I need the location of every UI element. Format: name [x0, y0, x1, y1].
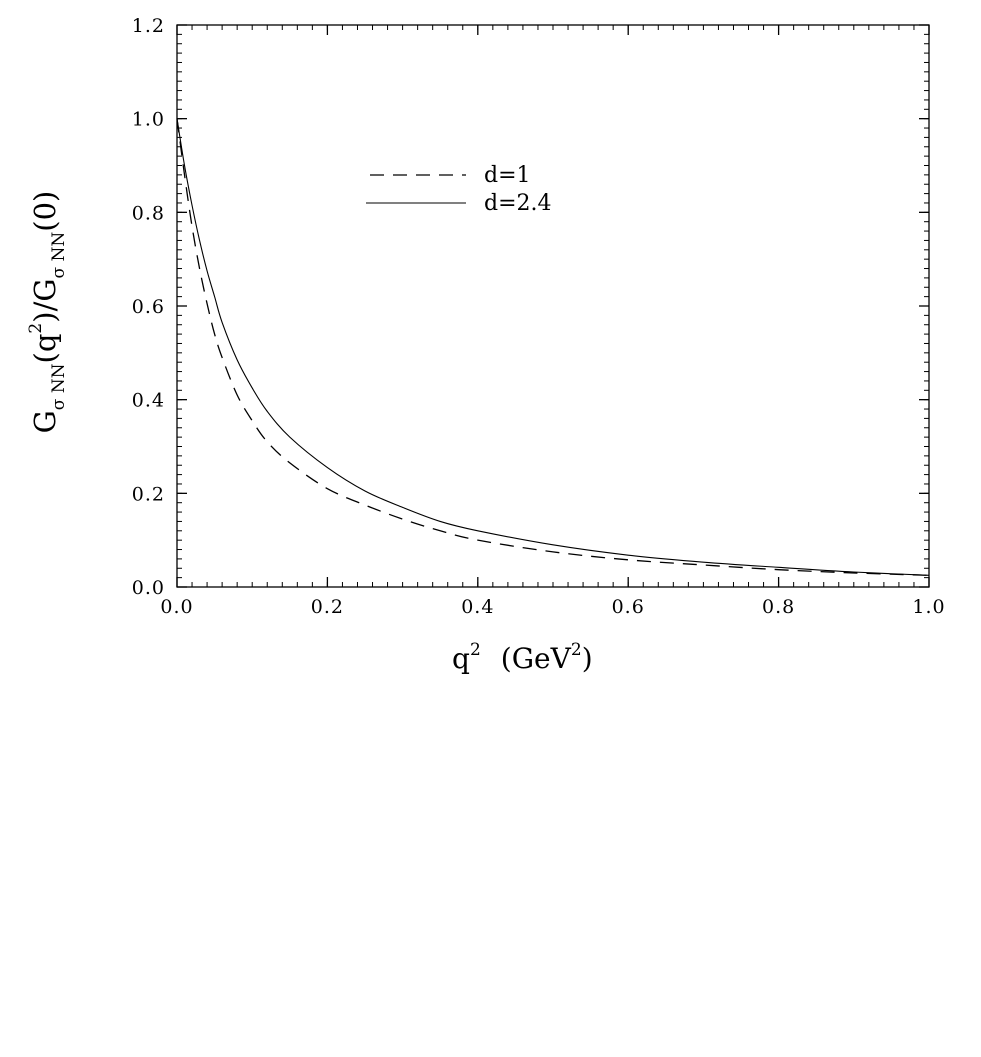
legend-label-d24: d=2.4	[484, 191, 552, 216]
y-tick-label: 0.2	[132, 483, 165, 505]
x-axis-title-sup: 2	[470, 640, 481, 660]
x-axis-title: q2 (GeV2)	[452, 640, 593, 675]
x-tick-labels: 0.0 0.2 0.4 0.6 0.8 1.0	[160, 596, 945, 618]
y-axis-title-sup: 2	[26, 323, 46, 334]
y-tick-labels: 0.0 0.2 0.4 0.6 0.8 1.0 1.2	[132, 15, 165, 599]
x-tick-label: 1.0	[912, 596, 945, 618]
y-axis-title-p2: )/G	[28, 278, 62, 322]
y-tick-label: 1.2	[132, 15, 165, 37]
legend-label-d1: d=1	[484, 163, 531, 188]
y-axis-title-p1: (q	[28, 334, 62, 364]
y-axis-title-g1: G	[28, 410, 62, 433]
series-line-d2-4	[176, 118, 930, 576]
series-layer	[176, 118, 930, 576]
y-axis-title-sub2: σ NN	[49, 232, 69, 279]
y-axis-title: Gσ NN(q2)/Gσ NN(0)	[26, 191, 69, 434]
legend: d=1 d=2.4	[366, 163, 552, 216]
x-tick-label: 0.8	[762, 596, 795, 618]
major-ticks	[176, 24, 930, 588]
x-tick-label: 0.4	[461, 596, 494, 618]
y-axis-title-sub1: σ NN	[49, 363, 69, 410]
plot-frame	[176, 24, 930, 588]
x-axis-title-base: q	[452, 642, 470, 675]
y-axis-title-p3: (0)	[28, 191, 62, 232]
y-tick-label: 0.6	[132, 296, 165, 318]
series-line-d1	[176, 118, 930, 576]
y-tick-label: 0.4	[132, 390, 165, 412]
x-tick-label: 0.2	[311, 596, 344, 618]
y-tick-label: 0.8	[132, 202, 165, 224]
x-axis-title-unit-sup: 2	[571, 640, 582, 660]
x-axis-title-unit-close: )	[582, 642, 593, 675]
minor-ticks	[176, 24, 930, 588]
y-tick-label: 1.0	[132, 109, 165, 131]
x-axis-title-unit: (GeV	[501, 642, 572, 675]
x-tick-label: 0.0	[160, 596, 193, 618]
x-tick-label: 0.6	[612, 596, 645, 618]
y-tick-label: 0.0	[132, 577, 165, 599]
